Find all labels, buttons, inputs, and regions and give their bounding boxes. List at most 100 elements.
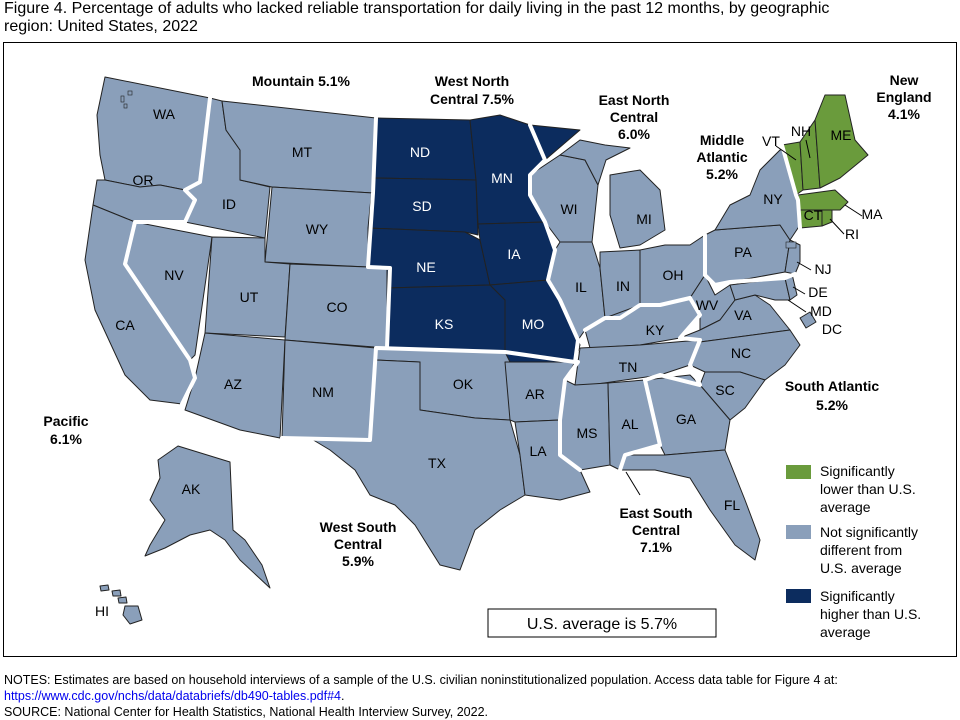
state-label-ri: RI bbox=[845, 226, 859, 242]
state-label-ak: AK bbox=[182, 481, 201, 497]
state-label-nv: NV bbox=[164, 267, 184, 283]
region-label-sa-line2: 5.2% bbox=[816, 397, 848, 413]
state-label-wv: WV bbox=[696, 297, 719, 313]
state-dc-box bbox=[799, 311, 817, 329]
state-label-pa: PA bbox=[734, 244, 752, 260]
region-label-sa-line1: South Atlantic bbox=[785, 378, 880, 394]
state-label-nh: NH bbox=[791, 123, 811, 139]
region-label-enc-line1: East North bbox=[599, 92, 670, 108]
figure-title: Figure 4. Percentage of adults who lacke… bbox=[4, 0, 954, 36]
region-label-ne-line2: England bbox=[876, 89, 931, 105]
legend-ns-line1: Not significantly bbox=[820, 524, 918, 540]
state-label-ok: OK bbox=[453, 376, 474, 392]
state-nj bbox=[784, 239, 801, 275]
data-table-link[interactable]: https://www.cdc.gov/nchs/data/databriefs… bbox=[4, 689, 342, 703]
leader-lines bbox=[625, 139, 863, 496]
state-sd bbox=[367, 177, 479, 236]
region-label-enc-line2: Central bbox=[610, 109, 658, 125]
state-label-wi: WI bbox=[560, 201, 577, 217]
notes-block: NOTES: Estimates are based on household … bbox=[4, 672, 956, 720]
region-label-esc-line1: East South bbox=[619, 505, 692, 521]
region-labels: Mountain 5.1% West North Central 7.5% Ea… bbox=[43, 72, 931, 569]
state-ak bbox=[144, 445, 271, 589]
region-label-ma-line3: 5.2% bbox=[706, 166, 738, 182]
us-average-label: U.S. average is 5.7% bbox=[527, 616, 677, 633]
state-label-va: VA bbox=[734, 307, 752, 323]
state-label-ny: NY bbox=[763, 191, 783, 207]
region-label-ma-line2: Atlantic bbox=[696, 149, 748, 165]
legend-lower-line2: lower than U.S. bbox=[820, 481, 916, 497]
state-label-ct: CT bbox=[804, 207, 823, 223]
state-label-nm: NM bbox=[312, 384, 334, 400]
state-mi bbox=[559, 139, 666, 249]
state-label-de: DE bbox=[808, 284, 827, 300]
state-label-mt: MT bbox=[292, 144, 313, 160]
state-label-ar: AR bbox=[525, 386, 544, 402]
region-label-wnc-line1: West North bbox=[435, 73, 509, 89]
state-label-al: AL bbox=[621, 416, 638, 432]
legend-ns-line3: U.S. average bbox=[820, 560, 902, 576]
state-hi-islands bbox=[99, 584, 143, 625]
notes-link-line: https://www.cdc.gov/nchs/data/databriefs… bbox=[4, 688, 956, 704]
state-label-nj: NJ bbox=[814, 261, 831, 277]
region-label-ma-line1: Middle bbox=[700, 132, 745, 148]
state-label-co: CO bbox=[327, 299, 348, 315]
legend-lower-line1: Significantly bbox=[820, 463, 895, 479]
state-fl bbox=[619, 449, 761, 561]
region-label-ne-line3: 4.1% bbox=[888, 106, 920, 122]
state-label-ky: KY bbox=[646, 322, 665, 338]
state-label-ut: UT bbox=[240, 289, 259, 305]
state-label-la: LA bbox=[529, 443, 547, 459]
state-ri bbox=[821, 209, 833, 227]
legend-swatch-lower bbox=[786, 465, 811, 479]
state-label-tn: TN bbox=[619, 359, 638, 375]
source-line: SOURCE: National Center for Health Stati… bbox=[4, 705, 489, 719]
state-wa bbox=[96, 76, 211, 191]
state-label-sd: SD bbox=[412, 198, 431, 214]
state-label-wy: WY bbox=[306, 221, 329, 237]
legend-lower-line3: average bbox=[820, 499, 871, 515]
legend-higher-line2: higher than U.S. bbox=[820, 606, 921, 622]
state-label-wa: WA bbox=[153, 106, 176, 122]
state-label-ne: NE bbox=[416, 259, 435, 275]
state-me bbox=[814, 94, 869, 189]
state-label-fl: FL bbox=[724, 497, 741, 513]
legend-higher-line1: Significantly bbox=[820, 588, 895, 604]
state-label-mo: MO bbox=[522, 316, 545, 332]
state-label-vt: VT bbox=[762, 133, 780, 149]
state-label-in: IN bbox=[616, 278, 630, 294]
region-label-wsc-line2: Central bbox=[334, 536, 382, 552]
us-average-box bbox=[487, 608, 717, 638]
legend-swatch-higher bbox=[786, 589, 811, 603]
region-boundaries bbox=[123, 96, 802, 472]
state-label-ks: KS bbox=[435, 316, 454, 332]
state-label-ia: IA bbox=[507, 246, 521, 262]
region-label-wnc-line2: Central 7.5% bbox=[430, 91, 515, 107]
state-label-hi: HI bbox=[95, 603, 109, 619]
state-label-sc: SC bbox=[715, 382, 734, 398]
region-label-ne-line1: New bbox=[890, 72, 919, 88]
state-label-ms: MS bbox=[577, 425, 598, 441]
figure-title-line-2: region: United States, 2022 bbox=[4, 18, 198, 35]
state-tx bbox=[309, 359, 526, 571]
region-label-enc-line3: 6.0% bbox=[618, 126, 650, 142]
state-label-ga: GA bbox=[676, 411, 697, 427]
region-label-pacific-line1: Pacific bbox=[43, 413, 88, 429]
coastal-islands bbox=[120, 90, 797, 249]
state-label-dc: DC bbox=[822, 321, 842, 337]
state-label-il: IL bbox=[575, 279, 587, 295]
legend-swatch-not-significant bbox=[786, 525, 811, 539]
state-label-ca: CA bbox=[115, 317, 135, 333]
state-label-tx: TX bbox=[428, 455, 447, 471]
state-label-az: AZ bbox=[224, 376, 242, 392]
state-label-nd: ND bbox=[410, 144, 430, 160]
legend: Significantly lower than U.S. average No… bbox=[786, 463, 921, 640]
state-label-nc: NC bbox=[731, 345, 751, 361]
state-label-or: OR bbox=[133, 172, 154, 188]
state-label-mi: MI bbox=[636, 211, 652, 227]
state-label-me: ME bbox=[831, 127, 852, 143]
region-label-mountain: Mountain 5.1% bbox=[252, 73, 351, 89]
legend-higher-line3: average bbox=[820, 624, 871, 640]
notes-link-suffix: . bbox=[341, 689, 345, 703]
